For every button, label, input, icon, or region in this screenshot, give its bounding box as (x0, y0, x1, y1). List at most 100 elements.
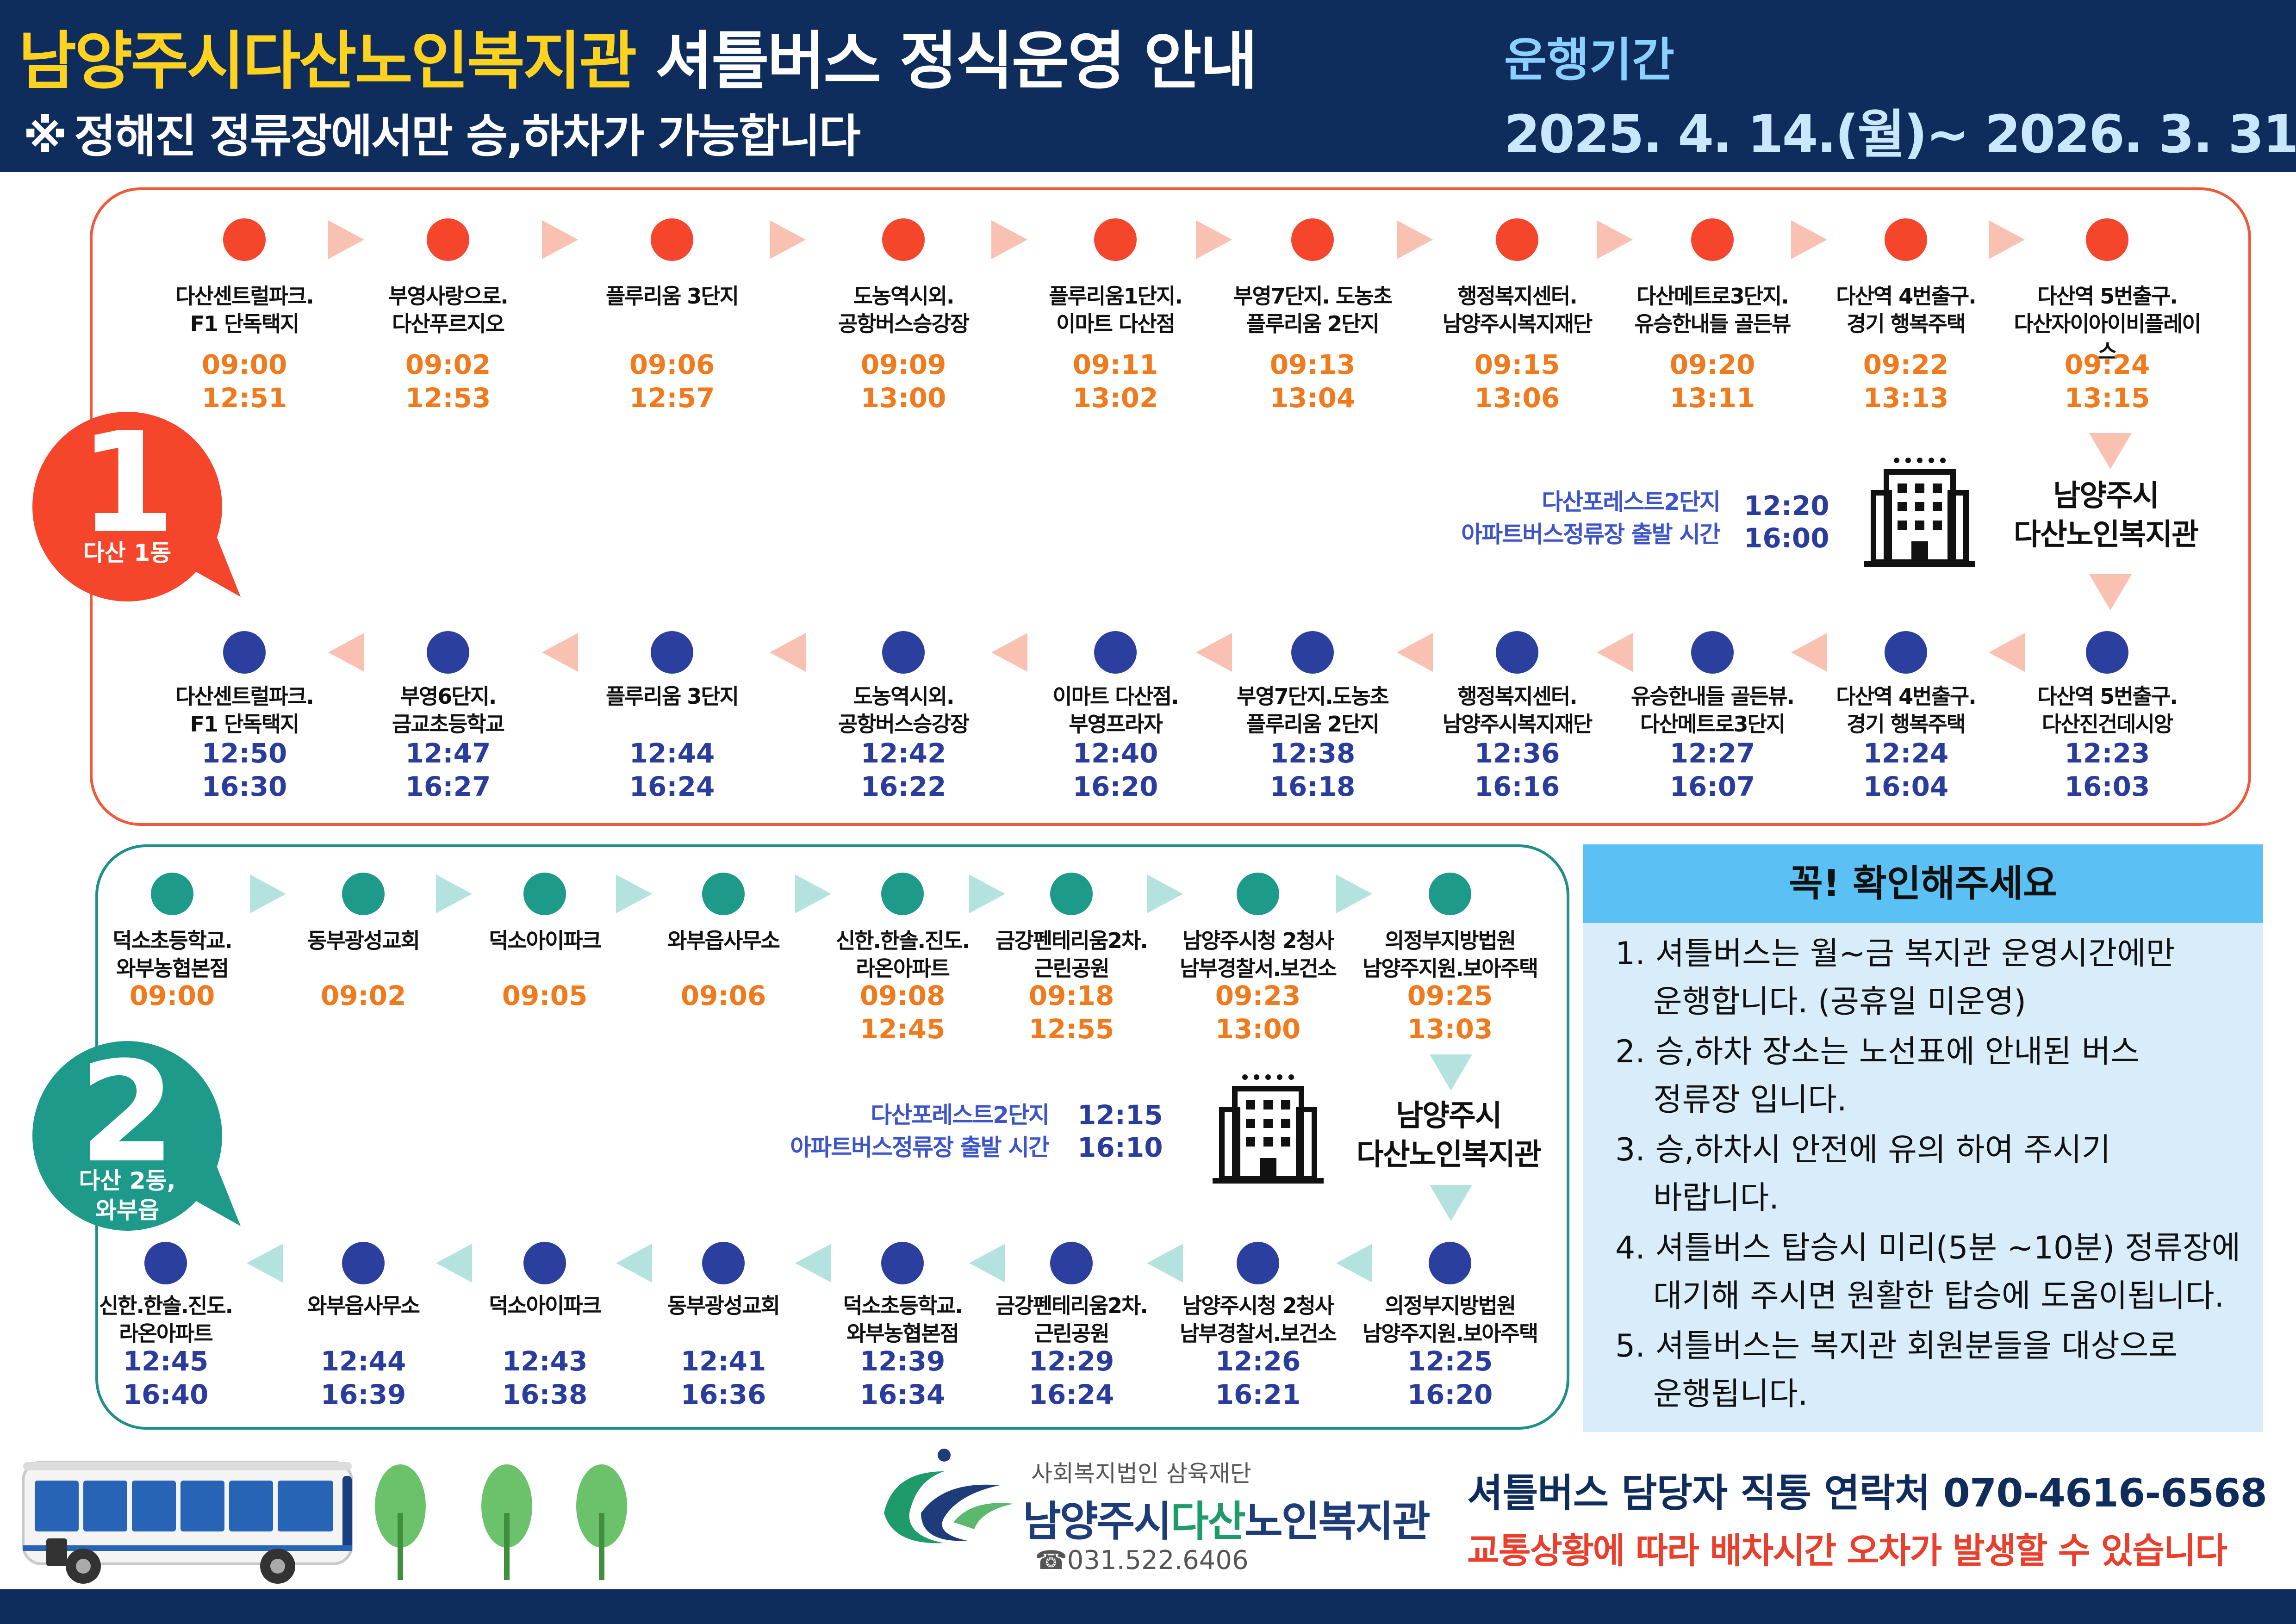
stop-name: 와부읍사무소 (626, 927, 821, 955)
stop-name: 다산메트로3단지. 유승한내들 골든뷰 (1615, 282, 1810, 338)
arrow-left-icon (969, 1244, 1005, 1283)
notice-item-line1: 2. 승,하차 장소는 노선표에 안내된 버스 (1615, 1034, 2140, 1070)
notice-title: 꼭! 확인해주세요 (1583, 844, 2263, 923)
stop-name-line1: 의정부지방법원 (1384, 928, 1516, 953)
route1-departure-label: 다산포레스트2단지 아파트버스정류장 출발 시간 (1461, 486, 1721, 551)
route2-hub-label: 남양주시 다산노인복지관 (1342, 1097, 1555, 1174)
stop-name-line1: 동부광성교회 (307, 928, 420, 953)
stop-dot (651, 631, 693, 674)
route1-departure-time2: 16:00 (1744, 522, 1829, 554)
tree-icon (375, 1464, 426, 1580)
stop-dot (523, 1242, 566, 1284)
stop-name: 행정복지센터. 남양주시복지재단 (1420, 682, 1614, 738)
stop-time-2: 12:45 (859, 1013, 946, 1045)
notice-item: 2. 승,하차 장소는 노선표에 안내된 버스 정류장 입니다. (1615, 1028, 2263, 1124)
stop-time-1: 12:23 (2064, 738, 2150, 769)
stop-name: 덕소아이파크 (448, 927, 642, 955)
route2-area-line1: 다산 2동, (79, 1167, 176, 1194)
stop-time-2: 16:22 (860, 771, 946, 802)
stop-times: 12:40 16:20 (1046, 737, 1185, 803)
stop-name-line1: 플루리움 3단지 (606, 284, 739, 309)
stop-time-2: 16:34 (859, 1379, 946, 1410)
stop-time-2: 12:57 (629, 382, 715, 414)
arrow-right-icon (1196, 220, 1232, 259)
stop-times: 12:24 16:04 (1836, 737, 1975, 803)
route2-departure-line2: 아파트버스정류장 출발 시간 (790, 1134, 1050, 1161)
stop-times: 12:23 16:03 (2038, 737, 2177, 803)
arrow-left-icon (1146, 1244, 1183, 1283)
stop-times: 09:02 (294, 979, 433, 1012)
title-org: 남양주시다산노인복지관 (19, 25, 637, 98)
stop-times: 09:24 13:15 (2038, 348, 2177, 415)
stop-time-1: 12:43 (502, 1345, 588, 1377)
stop-times: 12:44 16:39 (294, 1345, 433, 1411)
stop-dot (1237, 1242, 1279, 1284)
stop-time-1: 12:42 (860, 738, 946, 769)
contact-phone: 셔틀버스 담당자 직통 연락처 070-4616-6568 (1467, 1470, 2267, 1516)
stop-time-2: 13:06 (1474, 382, 1560, 414)
header-bar (0, 0, 2296, 172)
delay-warning: 교통상황에 따라 배차시간 오차가 발생할 수 있습니다 (1467, 1530, 2228, 1571)
stop-time-1: 12:47 (405, 738, 491, 769)
stop-name-line1: 신한.한솔.진도. (99, 1293, 233, 1318)
stop-name: 플루리움1단지. 이마트 다산점 (1018, 282, 1213, 338)
stop-name-line1: 플루리움1단지. (1049, 284, 1182, 309)
stop-name-line1: 덕소초등학교. (112, 928, 232, 953)
stop-time-2: 12:53 (405, 382, 491, 414)
period-value: 2025. 4. 14.(월)~ 2026. 3. 31.(화) (1504, 105, 2296, 165)
period-label: 운행기간 (1504, 33, 1674, 87)
stop-dot (1094, 631, 1137, 674)
stop-time-2: 16:20 (1072, 771, 1158, 802)
route2-arrow-down-1 (1430, 1054, 1472, 1091)
stop-name-line2: 근린공원 (1034, 1321, 1109, 1346)
stop-dot (223, 218, 266, 261)
arrow-right-icon (770, 220, 806, 259)
route2-arrow-down-2 (1430, 1185, 1472, 1221)
notice-item-line2: 운행합니다. (공휴일 미운영) (1653, 984, 2027, 1020)
stop-dot (1094, 218, 1137, 261)
stop-dot (651, 218, 693, 261)
stop-times: 09:20 13:11 (1643, 348, 1782, 415)
stop-times: 12:50 16:30 (175, 737, 314, 803)
stop-time-1: 12:44 (629, 738, 715, 769)
stop-time-2: 16:04 (1863, 771, 1949, 802)
stop-name: 도농역시외. 공항버스승강장 (806, 682, 1001, 738)
route2-departure-times: 12:15 16:10 (1077, 1099, 1163, 1164)
wave-logo-icon (884, 1449, 1014, 1543)
stop-name-line1: 동부광성교회 (667, 1293, 780, 1318)
stop-name: 행정복지센터. 남양주시복지재단 (1420, 282, 1614, 338)
route1-hub-line1: 남양주시 (2053, 479, 2159, 513)
stop-name: 다산역 5번출구. 다산진건데시앙 (2010, 682, 2204, 738)
arrow-left-icon (246, 1244, 283, 1283)
stop-dot (1050, 873, 1093, 915)
tree-icon (481, 1464, 532, 1580)
stop-name-line2: 라온아파트 (856, 956, 950, 981)
stop-dot (1885, 631, 1927, 674)
stop-time-1: 12:25 (1407, 1345, 1493, 1377)
route1-hub-label: 남양주시 다산노인복지관 (2009, 477, 2203, 554)
stop-times: 09:06 12:57 (603, 348, 741, 415)
stop-name: 부영7단지. 도농초 플루리움 2단지 (1215, 282, 1410, 338)
stop-name: 신한.한솔.진도. 라온아파트 (68, 1292, 263, 1347)
stop-time-1: 09:24 (2064, 349, 2150, 380)
stop-dot (1496, 631, 1538, 674)
stop-name-line1: 유승한내들 골든뷰. (1630, 684, 1795, 709)
stop-name: 동부광성교회 (266, 927, 460, 955)
stop-name-line2: 플루리움 2단지 (1246, 712, 1380, 737)
stop-times: 09:22 13:13 (1836, 348, 1975, 415)
stop-name: 덕소아이파크 (448, 1292, 642, 1320)
stop-time-1: 09:18 (1028, 980, 1114, 1011)
stop-name-line2: 다산푸르지오 (392, 311, 505, 336)
arrow-left-icon (1597, 633, 1633, 672)
stop-name: 도농역시외. 공항버스승강장 (806, 282, 1001, 338)
stop-name: 남양주시청 2청사 남부경찰서.보건소 (1161, 1292, 1355, 1347)
stop-times: 12:36 16:16 (1448, 737, 1587, 803)
route1-departure-times: 12:20 16:00 (1744, 490, 1829, 554)
route1-departure-line1: 다산포레스트2단지 (1542, 489, 1721, 515)
stop-dot (1050, 1242, 1093, 1284)
stop-name-line2: 공항버스승강장 (838, 712, 970, 737)
stop-times: 12:26 16:21 (1188, 1345, 1327, 1411)
stop-name-line1: 부영7단지. 도농초 (1233, 284, 1393, 309)
stop-time-1: 12:29 (1028, 1345, 1114, 1377)
stop-time-2: 16:03 (2064, 771, 2150, 802)
